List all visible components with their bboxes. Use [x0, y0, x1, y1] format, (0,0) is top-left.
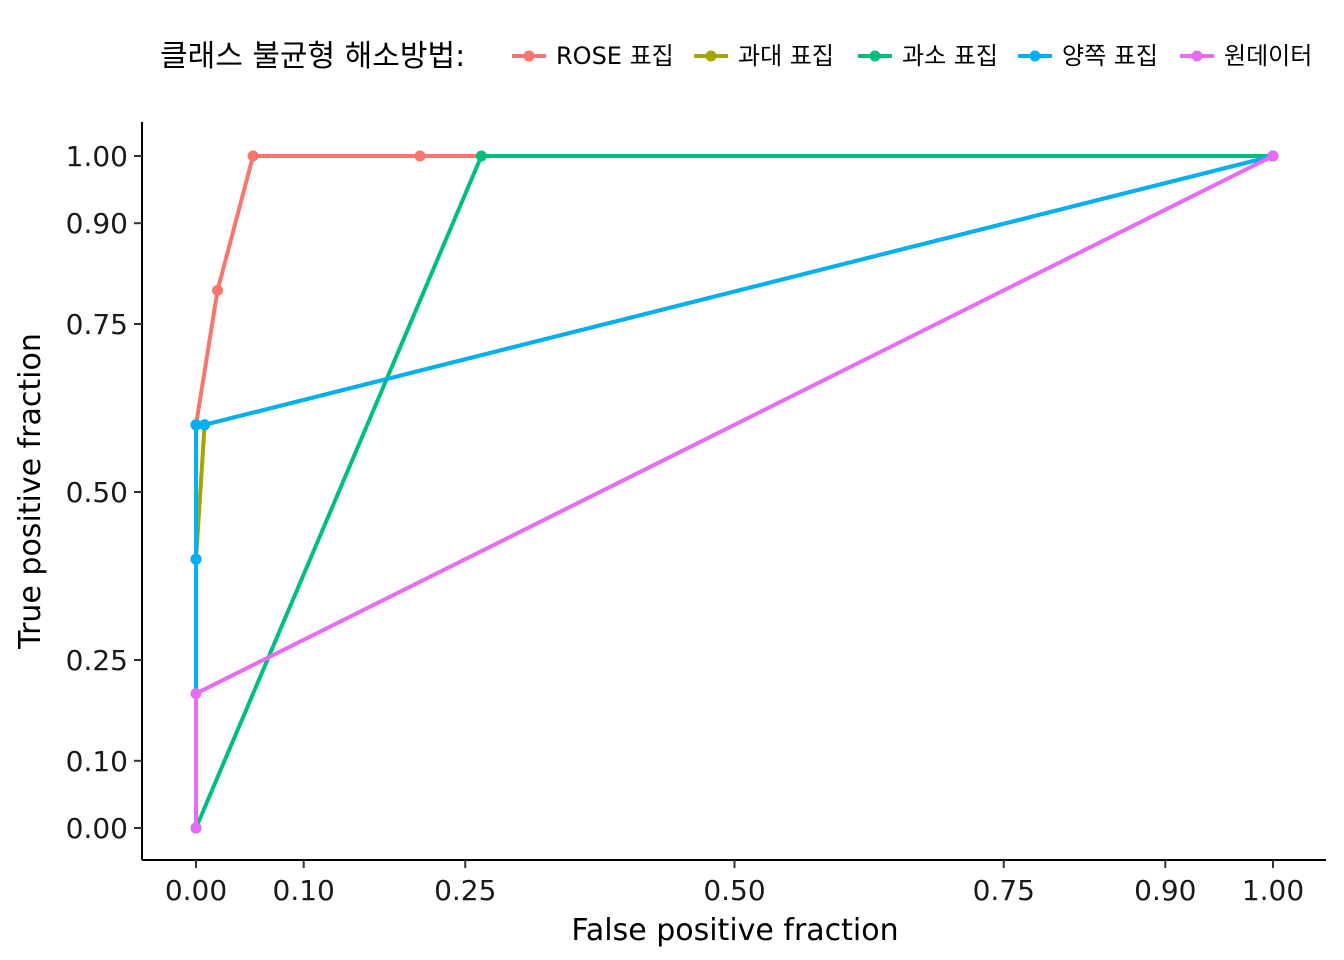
legend-label: 과소 표집 [902, 42, 998, 70]
legend-label: 원데이터 [1224, 42, 1312, 70]
y-tick-label: 0.25 [66, 644, 128, 677]
legend-item: 과대 표집 [694, 42, 834, 70]
x-tick-label: 1.00 [1242, 874, 1304, 907]
legend-key-point [869, 50, 881, 62]
y-tick-label: 1.00 [66, 140, 128, 173]
data-point [190, 822, 202, 834]
series-line [194, 154, 1275, 830]
y-axis-ticks: 0.00 0.10 0.25 0.50 0.75 0.90 1.00 [66, 140, 142, 845]
data-point [247, 150, 259, 162]
legend-title: 클래스 불균형 해소방법: [160, 39, 465, 74]
x-tick-label: 0.90 [1134, 874, 1196, 907]
data-point [1267, 150, 1279, 162]
series-line [194, 154, 1275, 830]
legend: 클래스 불균형 해소방법: ROSE 표집 과대 표집 과소 표집 양쪽 표집 원데이터 [160, 39, 1312, 74]
x-axis-title: False positive fraction [571, 913, 898, 948]
legend-label: 양쪽 표집 [1062, 42, 1158, 70]
series-5 [190, 150, 1279, 834]
data-point [475, 150, 487, 162]
y-axis-title: True positive fraction [13, 333, 48, 650]
axes: 0.00 0.10 0.25 0.50 0.75 0.90 1.00 0.00 0.10 0.2… [13, 122, 1326, 948]
x-tick-label: 0.00 [165, 874, 227, 907]
x-tick-label: 0.75 [973, 874, 1035, 907]
legend-item: ROSE 표집 [512, 42, 674, 70]
data-point [190, 419, 202, 431]
series-line [194, 154, 1275, 830]
legend-key-point [523, 50, 535, 62]
legend-item: 과소 표집 [858, 42, 998, 70]
legend-label: ROSE 표집 [556, 42, 674, 70]
x-axis-ticks: 0.00 0.10 0.25 0.50 0.75 0.90 1.00 [165, 860, 1304, 907]
legend-item: 원데이터 [1180, 42, 1312, 70]
legend-key-point [1029, 50, 1041, 62]
legend-key-point [705, 50, 717, 62]
x-tick-label: 0.10 [273, 874, 335, 907]
y-tick-label: 0.90 [66, 207, 128, 240]
data-point [199, 419, 211, 431]
y-tick-label: 0.75 [66, 308, 128, 341]
legend-item: 양쪽 표집 [1018, 42, 1158, 70]
legend-label: 과대 표집 [738, 42, 834, 70]
series-2 [190, 150, 1279, 834]
series-4 [190, 150, 1279, 834]
series-3 [190, 150, 1279, 834]
y-tick-label: 0.10 [66, 745, 128, 778]
data-point [212, 284, 224, 296]
plot-area [190, 150, 1279, 834]
y-tick-label: 0.00 [66, 812, 128, 845]
x-tick-label: 0.25 [434, 874, 496, 907]
y-tick-label: 0.50 [66, 476, 128, 509]
legend-key-point [1191, 50, 1203, 62]
data-point [190, 553, 202, 565]
x-tick-label: 0.50 [703, 874, 765, 907]
series-line [194, 154, 1275, 830]
series-line [194, 154, 1275, 830]
series-1 [190, 150, 1279, 834]
data-point [414, 150, 426, 162]
data-point [190, 688, 202, 700]
